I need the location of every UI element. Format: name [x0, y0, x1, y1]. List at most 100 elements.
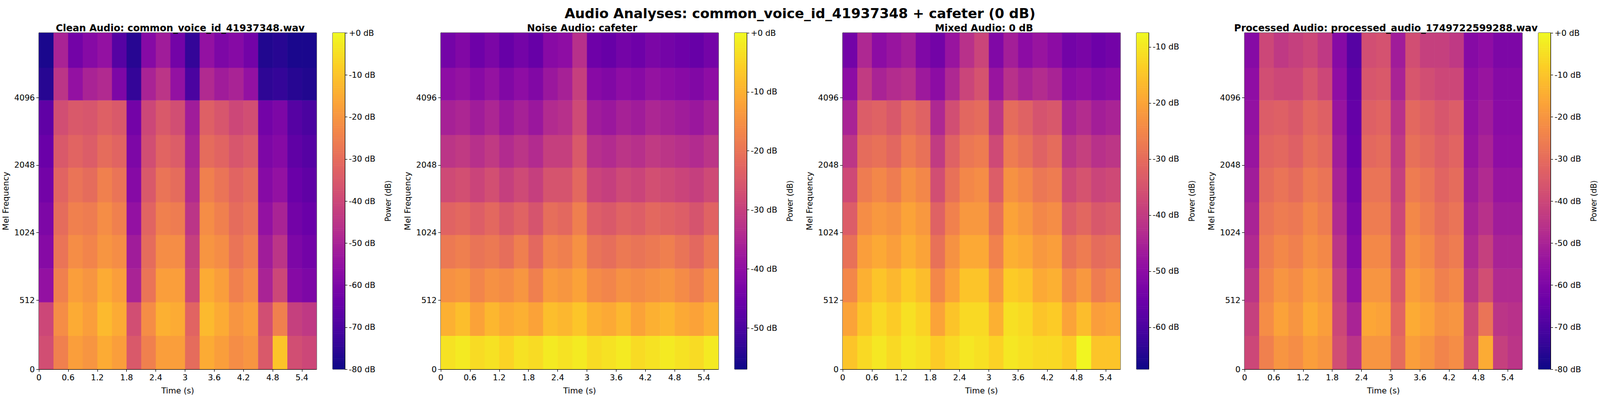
svg-text:Power (dB): Power (dB) — [1187, 180, 1197, 222]
svg-text:0: 0 — [1242, 372, 1248, 383]
svg-text:3.6: 3.6 — [609, 372, 623, 383]
svg-text:1.2: 1.2 — [1296, 372, 1310, 383]
svg-text:-70 dB: -70 dB — [1554, 322, 1581, 332]
svg-text:4096: 4096 — [817, 92, 839, 103]
svg-text:-30 dB: -30 dB — [348, 153, 376, 164]
svg-text:0.6: 0.6 — [463, 372, 477, 383]
svg-text:4.8: 4.8 — [266, 372, 279, 383]
svg-text:2048: 2048 — [817, 160, 839, 170]
svg-text:0.6: 0.6 — [865, 372, 879, 383]
svg-text:5.4: 5.4 — [1099, 372, 1112, 383]
svg-text:Time (s): Time (s) — [1366, 385, 1400, 396]
svg-text:2048: 2048 — [416, 160, 437, 170]
svg-text:512: 512 — [822, 295, 839, 305]
svg-text:3: 3 — [1387, 372, 1393, 383]
svg-text:2.4: 2.4 — [953, 372, 966, 383]
svg-text:512: 512 — [421, 295, 437, 305]
svg-text:2.4: 2.4 — [1355, 372, 1368, 383]
svg-text:4.2: 4.2 — [639, 372, 652, 383]
svg-text:Time (s): Time (s) — [562, 385, 596, 396]
svg-text:-60 dB: -60 dB — [1554, 280, 1581, 290]
svg-text:5.4: 5.4 — [697, 372, 710, 383]
svg-text:-10 dB: -10 dB — [348, 70, 376, 80]
svg-text:1024: 1024 — [817, 227, 839, 238]
svg-text:-80 dB: -80 dB — [1554, 364, 1581, 375]
svg-text:Time (s): Time (s) — [160, 385, 194, 396]
svg-text:1.2: 1.2 — [894, 372, 908, 383]
svg-text:5.4: 5.4 — [1501, 372, 1514, 383]
svg-text:1.2: 1.2 — [90, 372, 104, 383]
svg-text:0: 0 — [438, 372, 444, 383]
svg-text:-80 dB: -80 dB — [348, 364, 376, 375]
svg-text:0: 0 — [1235, 364, 1241, 375]
svg-text:1.8: 1.8 — [923, 372, 937, 383]
svg-text:-30 dB: -30 dB — [1554, 153, 1581, 164]
svg-text:-20 dB: -20 dB — [750, 145, 778, 156]
svg-text:0: 0 — [840, 372, 846, 383]
svg-text:-30 dB: -30 dB — [1152, 153, 1179, 164]
svg-text:-10 dB: -10 dB — [1152, 41, 1179, 52]
svg-text:4.2: 4.2 — [1041, 372, 1054, 383]
svg-text:1.8: 1.8 — [120, 372, 133, 383]
svg-text:Mixed Audio: 0 dB: Mixed Audio: 0 dB — [935, 22, 1034, 34]
svg-text:2.4: 2.4 — [551, 372, 564, 383]
svg-text:0: 0 — [833, 364, 839, 375]
svg-text:4096: 4096 — [416, 92, 437, 103]
svg-text:3: 3 — [986, 372, 992, 383]
svg-text:3.6: 3.6 — [1011, 372, 1025, 383]
svg-text:Noise Audio: cafeter: Noise Audio: cafeter — [527, 22, 638, 34]
svg-text:4.8: 4.8 — [1069, 372, 1083, 383]
svg-text:0.6: 0.6 — [61, 372, 75, 383]
svg-text:Mel Frequency: Mel Frequency — [804, 171, 815, 231]
svg-text:Power (dB): Power (dB) — [785, 180, 795, 222]
svg-text:-50 dB: -50 dB — [1152, 266, 1179, 276]
svg-text:1024: 1024 — [1219, 227, 1241, 238]
svg-text:-50 dB: -50 dB — [348, 238, 376, 248]
svg-text:-20 dB: -20 dB — [348, 112, 376, 122]
svg-text:3: 3 — [584, 372, 590, 383]
svg-text:2048: 2048 — [1219, 160, 1241, 170]
svg-text:-10 dB: -10 dB — [1554, 70, 1581, 80]
svg-text:+0 dB: +0 dB — [1554, 28, 1580, 38]
svg-text:-40 dB: -40 dB — [1554, 196, 1581, 206]
svg-text:-60 dB: -60 dB — [348, 280, 376, 290]
svg-text:0: 0 — [36, 372, 42, 383]
svg-text:Power (dB): Power (dB) — [1589, 180, 1599, 222]
svg-text:512: 512 — [1224, 295, 1241, 305]
svg-text:+0 dB: +0 dB — [750, 28, 777, 38]
svg-text:4096: 4096 — [1219, 92, 1241, 103]
svg-text:2.4: 2.4 — [149, 372, 163, 383]
svg-text:1.8: 1.8 — [522, 372, 535, 383]
svg-text:512: 512 — [19, 295, 35, 305]
svg-text:4.8: 4.8 — [667, 372, 681, 383]
svg-text:+0 dB: +0 dB — [348, 28, 375, 38]
svg-text:-20 dB: -20 dB — [1152, 97, 1179, 108]
svg-text:-10 dB: -10 dB — [750, 86, 778, 97]
svg-text:-50 dB: -50 dB — [1554, 238, 1581, 248]
svg-text:-70 dB: -70 dB — [348, 322, 376, 332]
svg-text:2048: 2048 — [14, 160, 35, 170]
svg-text:4.8: 4.8 — [1471, 372, 1485, 383]
svg-text:3: 3 — [182, 372, 188, 383]
svg-text:1024: 1024 — [416, 227, 437, 238]
svg-text:Power (dB): Power (dB) — [383, 180, 393, 222]
svg-text:4096: 4096 — [14, 92, 35, 103]
svg-text:Processed Audio: processed_aud: Processed Audio: processed_audio_1749722… — [1233, 22, 1538, 34]
svg-text:Mel Frequency: Mel Frequency — [402, 171, 413, 231]
svg-text:3.6: 3.6 — [1413, 372, 1427, 383]
svg-text:Mel Frequency: Mel Frequency — [1, 171, 11, 231]
svg-text:5.4: 5.4 — [295, 372, 308, 383]
svg-text:Time (s): Time (s) — [964, 385, 998, 396]
svg-text:1024: 1024 — [14, 227, 35, 238]
svg-text:Audio Analyses: common_voice_i: Audio Analyses: common_voice_id_41937348… — [564, 5, 1036, 22]
svg-text:-40 dB: -40 dB — [1152, 210, 1179, 220]
svg-text:4.2: 4.2 — [237, 372, 250, 383]
svg-text:0.6: 0.6 — [1267, 372, 1280, 383]
svg-text:Mel Frequency: Mel Frequency — [1206, 171, 1217, 231]
svg-text:-50 dB: -50 dB — [750, 323, 778, 333]
svg-text:0: 0 — [431, 364, 437, 375]
svg-text:4.2: 4.2 — [1442, 372, 1456, 383]
svg-text:0: 0 — [29, 364, 35, 375]
svg-text:-30 dB: -30 dB — [750, 204, 778, 215]
svg-text:-60 dB: -60 dB — [1152, 322, 1179, 332]
